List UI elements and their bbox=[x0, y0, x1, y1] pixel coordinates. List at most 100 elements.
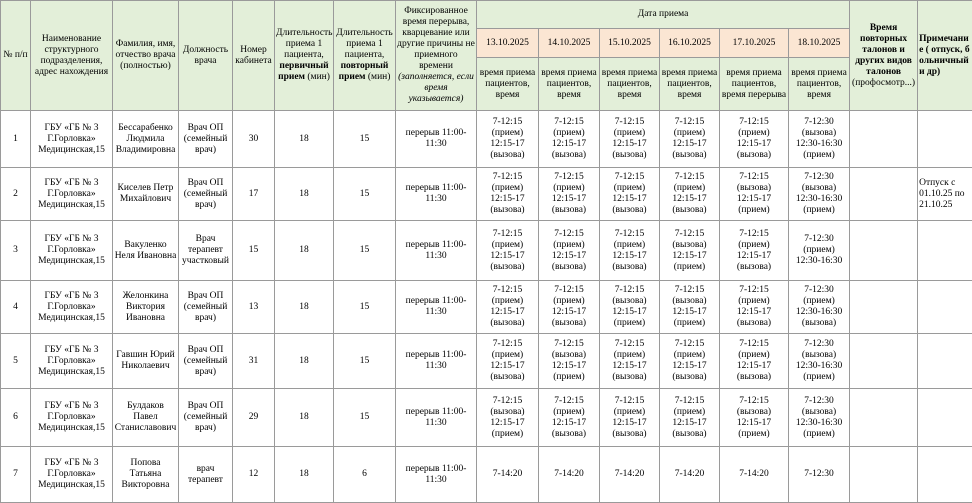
cell-unit: ГБУ «ГБ № 3 Г.Горловка» Медицинская,15 bbox=[31, 111, 113, 168]
cell-unit: ГБУ «ГБ № 3 Г.Горловка» Медицинская,15 bbox=[31, 334, 113, 389]
cell-day: 7-14:20 bbox=[600, 447, 660, 503]
day-line: 7-12:30 bbox=[790, 285, 848, 296]
header-text: время приема пациентов, время bbox=[662, 68, 718, 100]
cell-day: 7-12:15(прием)12:15-17(вызова) bbox=[600, 221, 660, 281]
day-line: (прием) bbox=[478, 128, 537, 139]
day-line: 12:15-17 bbox=[540, 194, 598, 205]
cell-day: 7-12:30(вызова)12:30-16:30(прием) bbox=[789, 111, 850, 168]
day-line: 12:15-17 bbox=[661, 251, 718, 262]
cell-day: 7-12:30 bbox=[789, 447, 850, 503]
header-text: время приема пациентов, время перерыва bbox=[722, 68, 786, 100]
cell-text: 15 bbox=[249, 245, 259, 255]
day-line: (вызова) bbox=[661, 240, 718, 251]
cell-repeat-content: 15 bbox=[334, 245, 395, 256]
cell-position: Врач ОП (семейный врач) bbox=[179, 334, 233, 389]
cell-name-content: Булдаков Павел Станиславович bbox=[113, 401, 178, 434]
cell-day-content: 7-12:30(вызова)12:30-16:30(прием) bbox=[789, 396, 849, 440]
cell-room-content: 12 bbox=[233, 469, 274, 480]
day-line: (вызова) bbox=[790, 318, 848, 329]
day-line: 12:15-17 bbox=[601, 194, 658, 205]
cell-text: 6 bbox=[13, 412, 18, 422]
cell-primary: 18 bbox=[275, 111, 334, 168]
day-line: 12:30-16:30 bbox=[790, 256, 848, 267]
day-line: (вызова) bbox=[601, 150, 658, 161]
day-line: 7-12:15 bbox=[721, 117, 787, 128]
cell-room-content: 29 bbox=[233, 412, 274, 423]
date-text: 15.10.2025 bbox=[608, 38, 651, 48]
day-line: (прием) bbox=[721, 128, 787, 139]
header-text: Фамилия, имя, отчество врача (полностью) bbox=[116, 39, 176, 71]
cell-num: 6 bbox=[1, 389, 31, 447]
cell-day-content: 7-12:15(прием)12:15-17(вызова) bbox=[477, 285, 538, 329]
cell-day-content: 7-12:15(прием)12:15-17(вызова) bbox=[477, 229, 538, 273]
day-line: 12:15-17 bbox=[540, 251, 598, 262]
cell-position: Врач ОП (семейный врач) bbox=[179, 389, 233, 447]
cell-repeat: 15 bbox=[334, 389, 396, 447]
cell-text: 4 bbox=[13, 302, 18, 312]
cell-day: 7-12:15(прием)12:15-17(вызова) bbox=[600, 334, 660, 389]
cell-day: 7-12:30(вызова)12:30-16:30(прием) bbox=[789, 389, 850, 447]
cell-day: 7-12:15(прием)12:15-17(вызова) bbox=[477, 334, 539, 389]
header-text: № п/п bbox=[3, 50, 27, 60]
date-header-content: 16.10.2025 bbox=[660, 38, 719, 49]
day-line: (вызова) bbox=[601, 296, 658, 307]
cell-num-content: 2 bbox=[1, 189, 30, 200]
cell-position: Врач терапевт участковый bbox=[179, 221, 233, 281]
cell-text: 18 bbox=[299, 134, 309, 144]
cell-day-content: 7-12:15(прием)12:15-17(вызова) bbox=[539, 117, 599, 161]
cell-text: перерыв 11:00-11:30 bbox=[406, 128, 467, 149]
cell-break-content: перерыв 11:00-11:30 bbox=[396, 128, 476, 150]
cell-day: 7-12:30(вызова)12:30-16:30(прием) bbox=[789, 334, 850, 389]
cell-repeat-content: 15 bbox=[334, 302, 395, 313]
cell-room: 15 bbox=[233, 221, 275, 281]
date-header: 16.10.2025 bbox=[660, 29, 720, 58]
date-header: 13.10.2025 bbox=[477, 29, 539, 58]
cell-tickets bbox=[850, 168, 918, 221]
column-header-content: Примечание ( отпуск, больничный и др) bbox=[918, 34, 972, 78]
cell-day-content: 7-12:15(прием)12:15-17(вызова) bbox=[600, 172, 659, 216]
cell-day-content: 7-12:15(прием)12:15-17(вызова) bbox=[539, 172, 599, 216]
day-line: (вызова) bbox=[478, 205, 537, 216]
day-line: 12:15-17 bbox=[601, 361, 658, 372]
day-line: 7-12:15 bbox=[661, 229, 718, 240]
cell-day: 7-12:15(прием)12:15-17(вызова) bbox=[477, 111, 539, 168]
day-line: 12:15-17 bbox=[601, 251, 658, 262]
day-line: 7-12:30 bbox=[790, 234, 848, 245]
day-line: (прием) bbox=[661, 318, 718, 329]
cell-tickets bbox=[850, 281, 918, 334]
day-line: (прием) bbox=[601, 350, 658, 361]
cell-unit: ГБУ «ГБ № 3 Г.Горловка» Медицинская,15 bbox=[31, 281, 113, 334]
day-line: (прием) bbox=[601, 407, 658, 418]
day-line: 7-12:15 bbox=[478, 396, 537, 407]
day-line: 12:15-17 bbox=[661, 418, 718, 429]
cell-day-content: 7-12:15(прием)12:15-17(вызова) bbox=[539, 229, 599, 273]
cell-text: ГБУ «ГБ № 3 Г.Горловка» Медицинская,15 bbox=[38, 234, 105, 266]
day-line: (вызова) bbox=[601, 205, 658, 216]
cell-text: Гавшин Юрий Николаевич bbox=[116, 350, 175, 371]
cell-day-content: 7-12:15(прием)12:15-17(вызова) bbox=[477, 339, 538, 383]
date-group-header: Дата приема bbox=[477, 1, 850, 29]
day-line: (прием) bbox=[540, 183, 598, 194]
cell-day-content: 7-14:20 bbox=[477, 469, 538, 480]
cell-position-content: Врач ОП (семейный врач) bbox=[179, 401, 232, 434]
cell-repeat-content: 15 bbox=[334, 412, 395, 423]
cell-notes bbox=[918, 281, 972, 334]
day-line: 7-12:30 bbox=[790, 396, 848, 407]
cell-repeat: 15 bbox=[334, 221, 396, 281]
day-line: (вызова) bbox=[478, 407, 537, 418]
date-subheader-content: время приема пациентов, время перерыва bbox=[720, 68, 788, 101]
day-line: 7-12:15 bbox=[540, 339, 598, 350]
cell-day: 7-12:15(вызова)12:15-17(прием) bbox=[720, 168, 789, 221]
cell-unit: ГБУ «ГБ № 3 Г.Горловка» Медицинская,15 bbox=[31, 221, 113, 281]
column-header: Длительность приема 1 пациента, первичны… bbox=[275, 1, 334, 111]
cell-primary-content: 18 bbox=[275, 302, 333, 313]
day-line: 12:30-16:30 bbox=[790, 307, 848, 318]
cell-text: 15 bbox=[360, 245, 370, 255]
cell-position-content: Врач ОП (семейный врач) bbox=[179, 345, 232, 378]
day-line: 7-12:15 bbox=[601, 229, 658, 240]
cell-text: Вакуленко Неля Ивановна bbox=[115, 240, 177, 261]
day-line: 7-12:15 bbox=[661, 339, 718, 350]
day-line: (прием) bbox=[790, 372, 848, 383]
cell-name-content: Киселев Петр Михайлович bbox=[113, 183, 178, 205]
cell-text: 12 bbox=[249, 469, 259, 479]
